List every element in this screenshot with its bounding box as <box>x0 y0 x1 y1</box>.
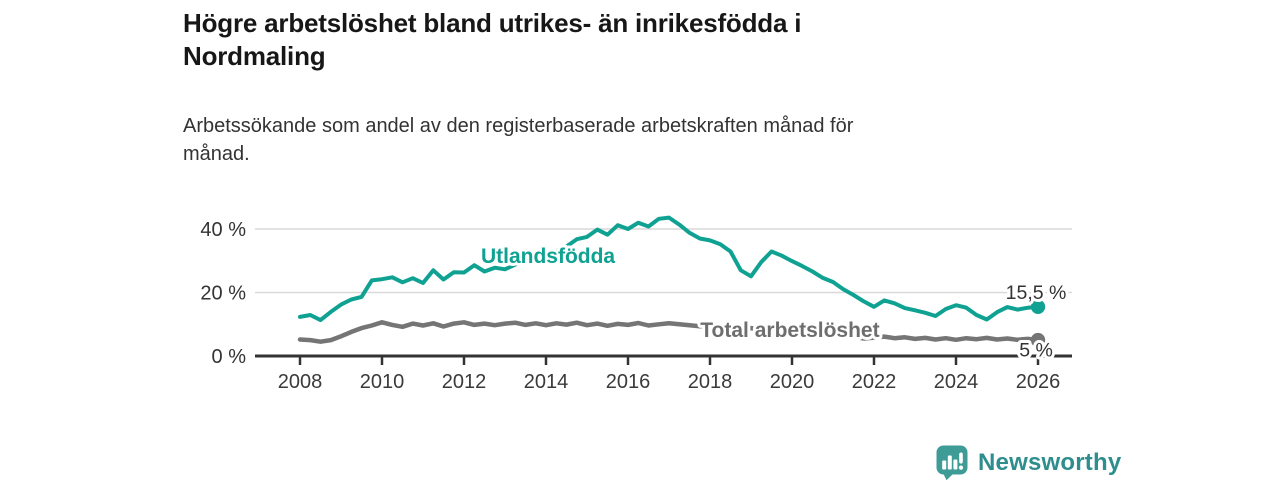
page-subtitle-line-2: månad. <box>183 143 250 165</box>
bar-chart-speech-bubble-icon <box>936 445 968 480</box>
series-label: Utlandsfödda <box>481 245 615 268</box>
end-value-label-total: 5 % <box>1019 340 1053 362</box>
x-axis-label: 2024 <box>934 371 979 393</box>
series-end-dot-total <box>1030 332 1046 348</box>
x-axis-label: 2014 <box>524 371 569 393</box>
newsworthy-logo: Newsworthy <box>936 445 1121 480</box>
page-title-line-2: Nordmaling <box>183 41 326 71</box>
y-axis-label: 20 % <box>200 283 246 305</box>
series-label: Total arbetslöshet <box>700 319 879 342</box>
end-value-label-utlandsfodda: 15,5 % <box>1006 282 1067 304</box>
y-axis-label: 0 % <box>212 346 247 368</box>
x-axis-label: 2010 <box>360 371 405 393</box>
series-line-total <box>297 320 1041 344</box>
series-end-dot-utlandsfodda <box>1030 299 1046 314</box>
page-subtitle: Arbetssökande som andel av den registerb… <box>183 112 853 168</box>
y-axis-label: 40 % <box>200 219 246 241</box>
page-title: Högre arbetslöshet bland utrikes- än inr… <box>183 7 801 73</box>
x-axis-label: 2020 <box>770 371 815 393</box>
x-axis-label: 2012 <box>442 371 487 393</box>
x-axis-label: 2026 <box>1016 371 1061 393</box>
x-axis-label: 2016 <box>606 371 651 393</box>
x-axis-label: 2022 <box>852 371 897 393</box>
page-title-line-1: Högre arbetslöshet bland utrikes- än inr… <box>183 8 802 38</box>
series-line-utlandsfodda <box>298 215 1040 323</box>
page-subtitle-line-1: Arbetssökande som andel av den registerb… <box>183 115 854 137</box>
x-axis-label: 2018 <box>688 371 733 393</box>
x-axis-label: 2008 <box>278 371 323 393</box>
newsworthy-logo-text: Newsworthy <box>978 448 1122 476</box>
